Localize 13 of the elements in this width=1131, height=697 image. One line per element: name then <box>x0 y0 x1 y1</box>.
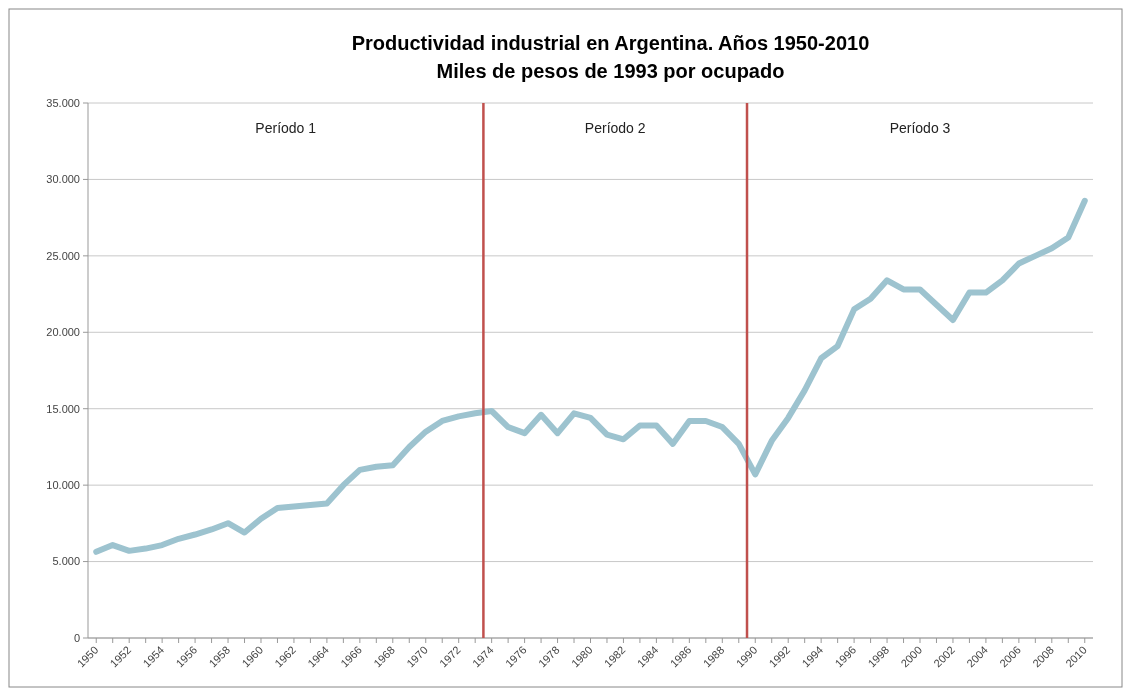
chart-subtitle: Miles de pesos de 1993 por ocupado <box>436 60 785 82</box>
y-tick-label: 20.000 <box>46 326 80 339</box>
y-tick-label: 30.000 <box>46 173 80 186</box>
y-tick-label: 25.000 <box>46 249 80 262</box>
annotation: Período 1 <box>255 120 317 136</box>
annotation: Período 2 <box>584 120 646 136</box>
y-tick-label: 35.000 <box>46 96 80 109</box>
y-tick-label: 0 <box>73 631 80 644</box>
y-tick-label: 10.000 <box>46 478 80 491</box>
annotation: Período 3 <box>889 120 951 136</box>
chart-title: Productividad industrial en Argentina. Años 1950-2010 <box>351 32 870 54</box>
y-tick-label: 15.000 <box>46 402 80 415</box>
y-tick-label: 5.000 <box>52 555 80 568</box>
